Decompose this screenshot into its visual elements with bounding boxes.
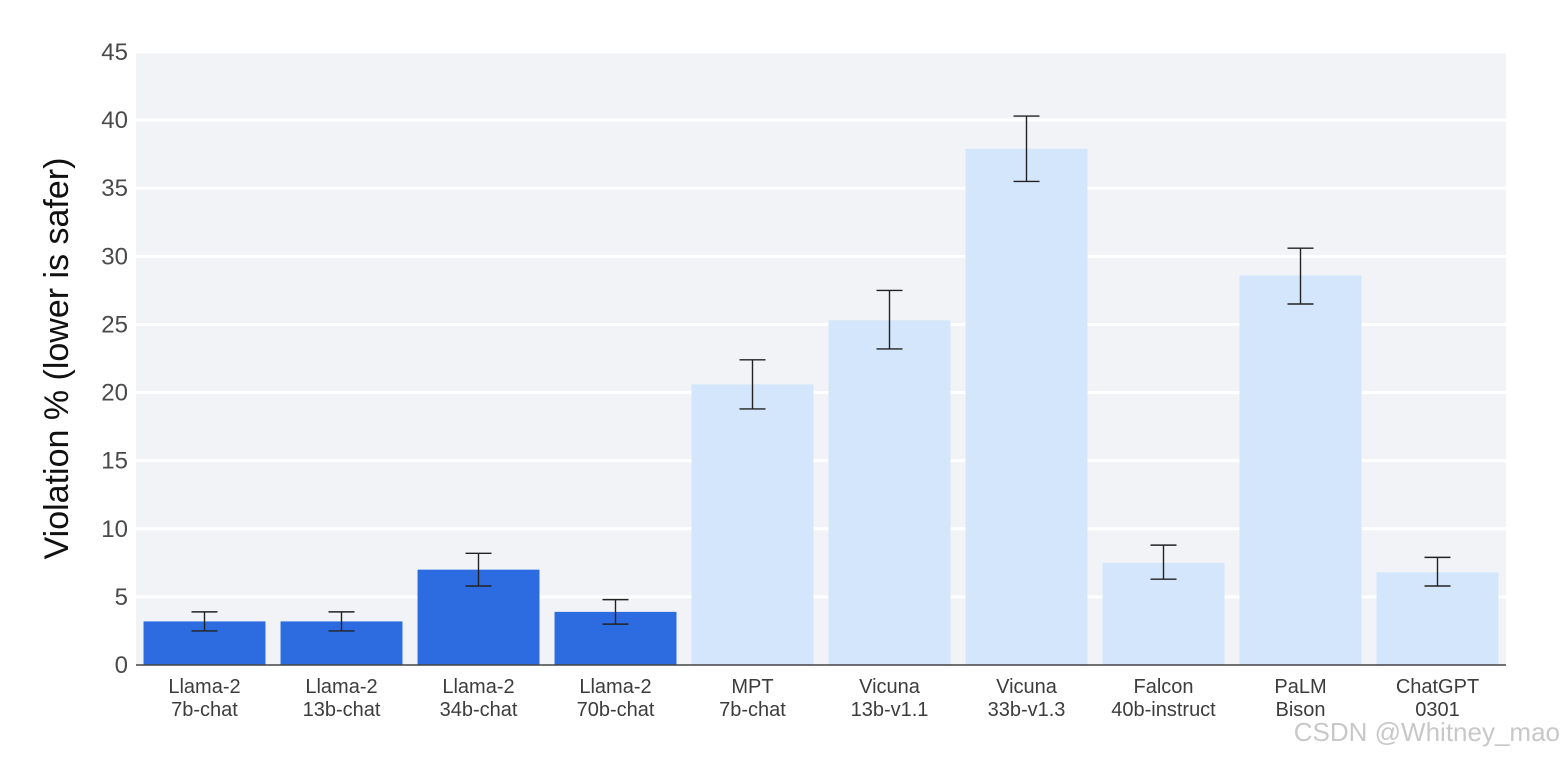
y-tick-label: 20	[101, 380, 128, 407]
x-category-label-line: ChatGPT	[1396, 676, 1479, 698]
bars	[143, 148, 1499, 665]
gridlines	[136, 50, 1506, 599]
x-category-label: Llama-2 70b-chat	[577, 676, 655, 721]
y-axis-title: Violation % (lower is safer)	[38, 158, 76, 560]
x-category-label: MPT 7b-chat	[719, 676, 786, 721]
x-category-label-line: 33b-v1.3	[988, 699, 1066, 721]
x-category-label: PaLM Bison	[1274, 676, 1326, 721]
error-bar	[1013, 115, 1040, 183]
x-category-label-line: 34b-chat	[440, 699, 518, 721]
x-category-label-line: Llama-2	[305, 676, 377, 698]
x-category-label-line: PaLM	[1274, 676, 1326, 698]
watermark: CSDN @Whitney_mao	[1293, 717, 1560, 747]
y-axis-ticks: 0 5 10 15 20 25 30 35 40 45	[101, 39, 128, 679]
error-bar	[876, 289, 903, 350]
error-bars	[191, 115, 1451, 632]
y-tick-label: 0	[115, 652, 128, 679]
x-category-label: Vicuna 13b-v1.1	[851, 676, 929, 721]
x-category-label-line: Llama-2	[442, 676, 514, 698]
y-tick-label: 40	[101, 107, 128, 134]
y-tick-label: 5	[115, 584, 128, 611]
x-category-label-line: 70b-chat	[577, 699, 655, 721]
bar	[828, 320, 951, 665]
bar	[965, 148, 1088, 665]
error-bar	[739, 359, 766, 410]
error-bar	[191, 611, 218, 632]
error-bar	[1424, 556, 1451, 587]
x-category-label-line: 13b-v1.1	[851, 699, 929, 721]
x-category-label: Vicuna 33b-v1.3	[988, 676, 1066, 721]
error-bar	[465, 552, 492, 587]
error-bar	[1287, 247, 1314, 305]
y-tick-label: 45	[101, 39, 128, 66]
x-category-label: ChatGPT 0301	[1396, 676, 1479, 721]
x-category-label-line: Bison	[1275, 699, 1325, 721]
x-category-label-line: 13b-chat	[303, 699, 381, 721]
bar	[1376, 572, 1499, 665]
error-bar	[1150, 544, 1177, 580]
x-category-label: Llama-2 13b-chat	[303, 676, 381, 721]
error-bar	[602, 598, 629, 625]
x-category-label-line: Falcon	[1133, 676, 1193, 698]
x-category-label: Llama-2 7b-chat	[168, 676, 240, 721]
x-category-label-line: 40b-instruct	[1111, 699, 1216, 721]
x-category-label-line: Llama-2	[168, 676, 240, 698]
x-category-label: Llama-2 34b-chat	[440, 676, 518, 721]
x-category-label-line: 7b-chat	[171, 699, 238, 721]
error-bar	[328, 611, 355, 632]
y-tick-label: 15	[101, 448, 128, 475]
x-category-label-line: MPT	[731, 676, 773, 698]
x-category-label-line: 0301	[1415, 699, 1460, 721]
bar	[1239, 275, 1362, 665]
x-category-label-line: Vicuna	[859, 676, 921, 698]
x-category-label: Falcon 40b-instruct	[1111, 676, 1216, 721]
x-category-label-line: Vicuna	[996, 676, 1058, 698]
bar	[691, 384, 814, 665]
y-tick-label: 25	[101, 311, 128, 338]
x-category-label-line: Llama-2	[579, 676, 651, 698]
x-category-label-line: 7b-chat	[719, 699, 786, 721]
y-tick-label: 10	[101, 516, 128, 543]
y-tick-label: 30	[101, 243, 128, 270]
y-tick-label: 35	[101, 175, 128, 202]
